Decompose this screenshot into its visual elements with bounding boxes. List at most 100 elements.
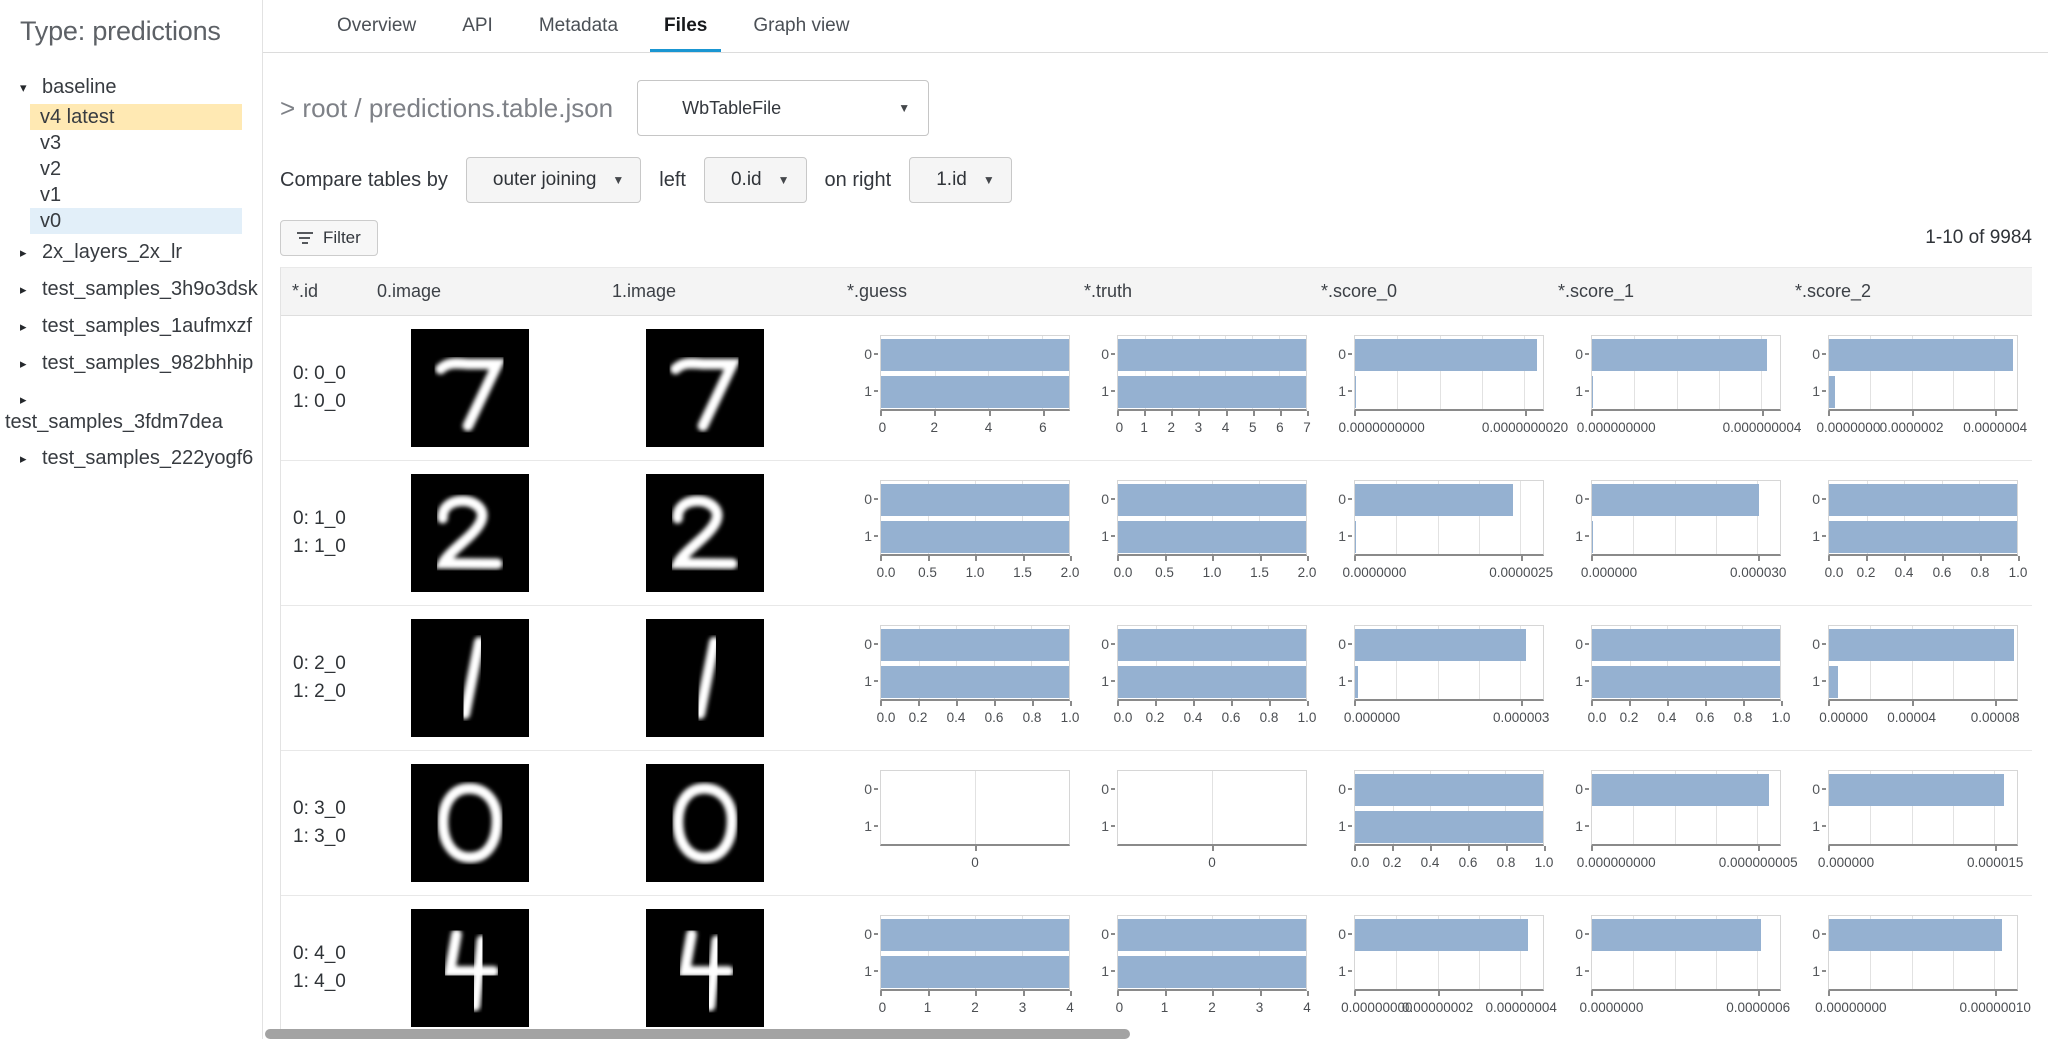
x-tick-label: 0.0 xyxy=(876,565,896,580)
column-header-id[interactable]: *.id xyxy=(292,281,319,301)
tree-version-v0[interactable]: v0 xyxy=(30,208,242,234)
bar-1 xyxy=(1592,666,1780,698)
image-cell-0[interactable] xyxy=(366,909,601,1027)
tree-node-test_samples_222yogf6[interactable]: ▸ test_samples_222yogf6 xyxy=(20,445,262,472)
gridline xyxy=(1634,336,1636,409)
tab-metadata[interactable]: Metadata xyxy=(538,15,619,36)
left-key-select[interactable]: 0.id ▼ xyxy=(703,157,807,203)
x-tick-label: 0.6 xyxy=(1695,710,1715,725)
x-tick-label: 0.8 xyxy=(1970,565,1990,580)
chart-cell-truth: 0 1 0 1 2 3 4 5 6 7 xyxy=(1073,335,1311,441)
x-tick-label: 2 xyxy=(1208,1000,1216,1015)
column-header-truth[interactable]: *.truth xyxy=(1084,281,1133,301)
gridline xyxy=(975,771,976,844)
tree-node-label: test_samples_3fdm7dea xyxy=(5,411,223,433)
gridline xyxy=(1031,626,1033,699)
tree-version-v4[interactable]: v4 latest xyxy=(30,104,242,130)
chart-cell-score_0: 0 1 0.000000 0.000003 xyxy=(1310,625,1549,731)
x-tick-label: 0.0000000000 xyxy=(1338,420,1425,435)
y-tick-label: 1 xyxy=(1338,383,1346,399)
tree-expand-icon: ▸ xyxy=(20,392,27,407)
gridline xyxy=(1676,336,1678,409)
gridline xyxy=(1165,481,1166,554)
column-header-guess[interactable]: *.guess xyxy=(847,281,908,301)
bar-1 xyxy=(1118,956,1306,988)
x-tick-label: 0.8 xyxy=(1259,710,1279,725)
bar-0 xyxy=(1592,919,1762,951)
tree-node-test_samples_3fdm7dea[interactable]: ▸ test_samples_3fdm7dea xyxy=(5,387,262,435)
gridline xyxy=(1674,771,1676,844)
horizontal-scrollbar[interactable] xyxy=(265,1029,1130,1039)
image-cell-0[interactable] xyxy=(366,619,601,737)
column-header-1image[interactable]: 1.image xyxy=(612,281,677,301)
image-cell-0[interactable] xyxy=(366,329,601,447)
tree-version-v3[interactable]: v3 xyxy=(40,132,62,154)
y-tick-label: 1 xyxy=(1338,963,1346,979)
chart-plot xyxy=(1117,625,1307,701)
bar-1 xyxy=(1592,521,1593,553)
x-tick-label: 1 xyxy=(1140,420,1148,435)
bar-0 xyxy=(881,629,1069,661)
x-tick-label: 0.0000000 xyxy=(1579,1000,1644,1015)
tree-expand-icon: ▸ xyxy=(20,244,27,260)
gridline xyxy=(1306,336,1307,409)
column-header-0image[interactable]: 0.image xyxy=(377,281,442,301)
gridline xyxy=(1674,481,1676,554)
y-tick-label: 1 xyxy=(1101,963,1109,979)
y-tick-label: 1 xyxy=(864,963,872,979)
gridline xyxy=(1629,626,1631,699)
chart-cell-guess: 0 1 0.0 0.5 1.0 1.5 2.0 xyxy=(836,480,1079,586)
x-tick-label: 0.000000 xyxy=(1580,565,1638,580)
chart-cell-truth: 0 1 0 1 2 3 4 xyxy=(1073,915,1311,1021)
image-cell-1[interactable] xyxy=(601,619,836,737)
column-header-score_1[interactable]: *.score_1 xyxy=(1558,281,1635,301)
join-type-select[interactable]: outer joining ▼ xyxy=(465,157,642,203)
x-tick-label: 0.00000010 xyxy=(1959,1000,2031,1015)
y-tick-label: 1 xyxy=(1101,528,1109,544)
file-type-dropdown[interactable]: WbTableFile ▼ xyxy=(637,80,930,136)
y-tick-label: 0 xyxy=(1338,636,1346,652)
tab-overview[interactable]: Overview xyxy=(337,15,417,36)
bar-0 xyxy=(1829,774,2004,806)
tab-graph-view[interactable]: Graph view xyxy=(753,15,850,36)
tree-expand-icon: ▾ xyxy=(20,79,27,95)
tree-node-test_samples_982bhhip[interactable]: ▸ test_samples_982bhhip xyxy=(20,350,262,377)
column-header-score_2[interactable]: *.score_2 xyxy=(1795,281,1872,301)
bar-0 xyxy=(1592,629,1780,661)
filter-button[interactable]: Filter xyxy=(280,220,378,256)
image-cell-1[interactable] xyxy=(601,329,836,447)
image-cell-1[interactable] xyxy=(601,909,836,1027)
chart-cell-score_1: 0 1 0.0000000 0.0000006 xyxy=(1547,915,1790,1021)
image-cell-0[interactable] xyxy=(366,764,601,882)
tree-node-test_samples_3h9o3dsk[interactable]: ▸ test_samples_3h9o3dsk xyxy=(20,276,262,303)
chart-plot xyxy=(880,480,1070,556)
image-cell-1[interactable] xyxy=(601,474,836,592)
bar-0 xyxy=(1355,919,1528,951)
y-tick-label: 0 xyxy=(1812,636,1820,652)
predictions-table: *.id 0.image 1.image *.guess *.truth *.score_… xyxy=(280,267,2032,1039)
tab-api[interactable]: API xyxy=(462,15,493,36)
tree-node-baseline[interactable]: ▾ baseline xyxy=(20,71,262,104)
column-header-score_0[interactable]: *.score_0 xyxy=(1321,281,1398,301)
tree-node-test_samples_1aufmxzf[interactable]: ▸ test_samples_1aufmxzf xyxy=(20,313,262,340)
chart-cell-score_1: 0 1 0.0 0.2 0.4 0.6 0.8 1.0 xyxy=(1547,625,1790,731)
tree-node-label: test_samples_3h9o3dsk xyxy=(42,278,258,300)
tab-files[interactable]: Files xyxy=(650,0,722,52)
gridline xyxy=(1198,336,1200,409)
y-tick-label: 0 xyxy=(1812,346,1820,362)
id-line: 1: 4_0 xyxy=(293,971,346,992)
right-key-select[interactable]: 1.id ▼ xyxy=(909,157,1012,203)
y-tick-label: 0 xyxy=(1575,926,1583,942)
gridline xyxy=(1144,336,1146,409)
chart-cell-score_2: 0 1 0.00000000 0.00000010 xyxy=(1784,915,2033,1021)
x-tick-label: 7 xyxy=(1303,420,1311,435)
image-cell-1[interactable] xyxy=(601,764,836,882)
id-cell: 0: 4_0 1: 4_0 xyxy=(281,940,366,996)
tree-node-2x_layers_2x_lr[interactable]: ▸ 2x_layers_2x_lr xyxy=(20,239,262,266)
bar-1 xyxy=(1829,666,1839,698)
tree-version-v1[interactable]: v1 xyxy=(40,184,62,206)
tree-version-v2[interactable]: v2 xyxy=(40,158,62,180)
bar-0 xyxy=(1355,629,1527,661)
compare-tables-label: Compare tables by xyxy=(280,168,448,191)
image-cell-0[interactable] xyxy=(366,474,601,592)
